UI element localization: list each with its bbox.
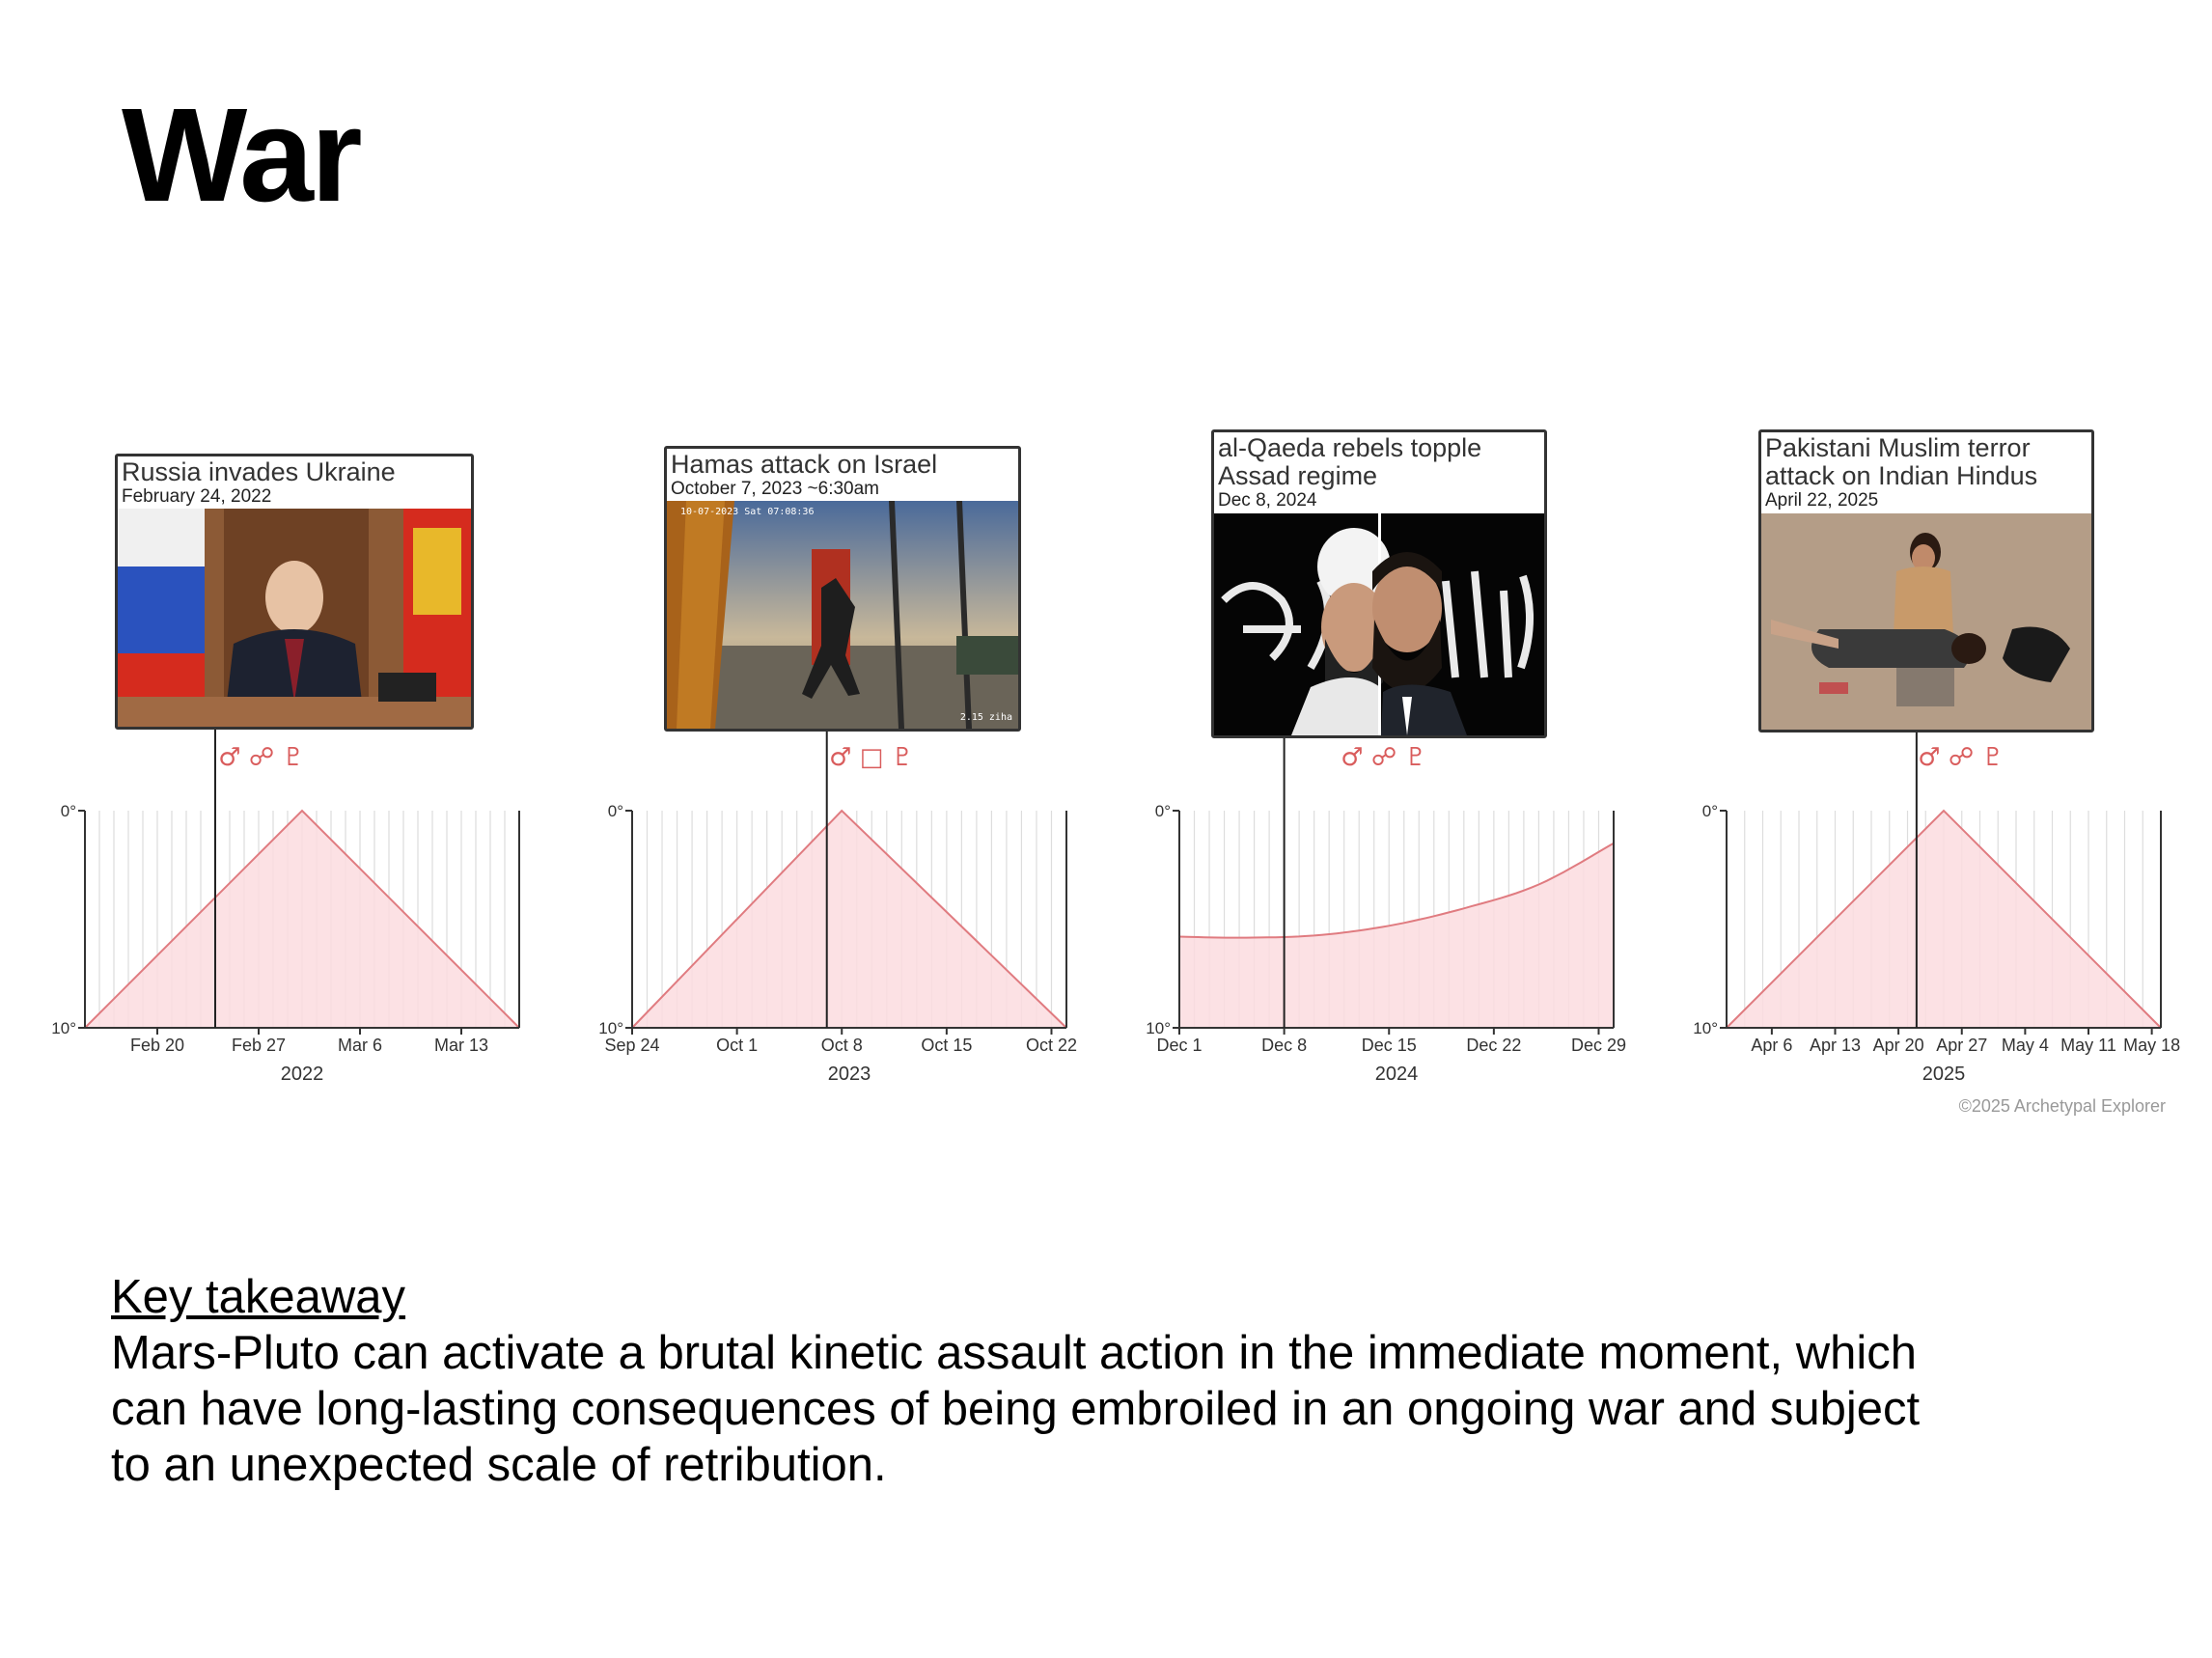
x-tick-label: Apr 27 — [1936, 1036, 1987, 1055]
event-photo — [118, 509, 471, 727]
event-photo — [1761, 513, 2091, 730]
x-tick-label: May 18 — [2123, 1036, 2180, 1055]
key-takeaway: Key takeaway Mars-Pluto can activate a b… — [111, 1269, 2138, 1493]
chart-panel-ukraine: 0° 10° Feb 20 Feb 27 Mar 6 Mar 13 2022 Russia … — [46, 425, 596, 1100]
x-tick-label: Sep 24 — [604, 1036, 659, 1055]
x-tick-label: Mar 13 — [434, 1036, 488, 1055]
x-tick-label: Oct 22 — [1026, 1036, 1077, 1055]
event-title: Russia invades Ukraine — [122, 457, 396, 486]
y-tick-label: 10° — [1693, 1019, 1718, 1037]
x-tick-label: Apr 6 — [1751, 1036, 1792, 1055]
event-date: April 22, 2025 — [1765, 490, 1879, 511]
x-tick-label: Dec 29 — [1571, 1036, 1626, 1055]
x-tick-label: Dec 8 — [1261, 1036, 1307, 1055]
x-tick-label: Oct 15 — [921, 1036, 972, 1055]
chart-panel-israel: 0° 10° Sep 24 Oct 1 Oct 8 Oct 15 Oct 22 2023 Ha… — [594, 425, 1144, 1100]
y-tick-label: 10° — [598, 1019, 623, 1037]
aspect-area — [1179, 843, 1614, 1028]
x-tick-label: Feb 27 — [232, 1036, 286, 1055]
aspect-chart-kashmir: 0° 10° Apr 6 Apr 13 Apr 20 Apr 27 May 4 May 11 M… — [1693, 724, 2180, 1085]
aspect-chart-ukraine: 0° 10° Feb 20 Feb 27 Mar 6 Mar 13 2022 — [51, 724, 520, 1085]
aspect-chart-israel: 0° 10°Sep 24 Oct 1 Oct 8 Oct 15 Oct 22 2023 — [598, 724, 1077, 1085]
event-card-kashmir[interactable]: Pakistani Muslim terror attack on Indian… — [1758, 429, 2094, 732]
x-tick-label: May 11 — [2060, 1036, 2116, 1055]
aspect-area — [632, 811, 1066, 1028]
x-tick-label: Feb 20 — [130, 1036, 184, 1055]
y-tick-label: 0° — [1702, 802, 1718, 820]
event-date: Dec 8, 2024 — [1218, 490, 1317, 511]
x-tick-label: Oct 8 — [821, 1036, 863, 1055]
chart-panel-kashmir: 0° 10° Apr 6 Apr 13 Apr 20 Apr 27 May 4 May 11 M… — [1688, 425, 2212, 1100]
x-tick-label: Oct 1 — [716, 1036, 758, 1055]
event-title: Pakistani Muslim terror attack on Indian… — [1765, 433, 2038, 490]
takeaway-heading: Key takeaway — [111, 1271, 406, 1323]
takeaway-body: Mars-Pluto can activate a brutal kinetic… — [111, 1327, 1921, 1491]
x-tick-label: Mar 6 — [338, 1036, 382, 1055]
aspect-area — [1727, 811, 2161, 1028]
event-card-ukraine[interactable]: Russia invades Ukraine February 24, 2022 — [115, 454, 474, 730]
camera-timestamp: 10-07-2023 Sat 07:08:36 — [680, 507, 815, 517]
x-tick-label: May 4 — [2002, 1036, 2049, 1055]
event-title: Hamas attack on Israel — [671, 450, 938, 479]
aspect-symbols: ♂ ☍ ♇ — [218, 743, 305, 772]
event-date: February 24, 2022 — [122, 486, 272, 507]
aspect-line — [84, 809, 520, 1029]
event-date: October 7, 2023 ~6:30am — [671, 479, 880, 499]
aspect-symbols: ♂ ☍ ♇ — [1918, 743, 2005, 772]
camera-caption: 2.15 ziha — [959, 712, 1012, 723]
event-photo — [1214, 513, 1544, 735]
event-card-israel[interactable]: Hamas attack on Israel October 7, 2023 ~… — [664, 446, 1021, 732]
y-tick-label: 0° — [608, 802, 623, 820]
event-photo: 10-07-2023 Sat 07:08:36 2.15 ziha — [667, 501, 1018, 729]
event-card-syria[interactable]: al-Qaeda rebels topple Assad regime Dec … — [1211, 429, 1547, 738]
chart-panel-syria: 0° 10° Dec 1 Dec 8 Dec 15 Dec 22 Dec 29 2024 al… — [1141, 425, 1691, 1100]
y-tick-label: 10° — [51, 1019, 76, 1037]
x-tick-label: Dec 15 — [1362, 1036, 1417, 1055]
x-tick-label: Apr 13 — [1810, 1036, 1861, 1055]
copyright-notice: ©2025 Archetypal Explorer — [1958, 1096, 2166, 1116]
event-title: al-Qaeda rebels topple Assad regime — [1218, 433, 1482, 490]
y-tick-label: 0° — [1155, 802, 1171, 820]
aspect-symbols: ♂ ☍ ♇ — [1341, 743, 1427, 772]
y-tick-label: 0° — [61, 802, 76, 820]
x-tick-label: Apr 20 — [1873, 1036, 1924, 1055]
aspect-line — [1726, 809, 2162, 1029]
x-tick-label: Dec 22 — [1466, 1036, 1521, 1055]
year-label: 2023 — [828, 1064, 871, 1085]
y-tick-label: 10° — [1146, 1019, 1171, 1037]
year-label: 2025 — [1922, 1064, 1966, 1085]
aspect-symbols: ♂ □ ♇ — [829, 743, 914, 772]
aspect-area — [85, 811, 519, 1028]
aspect-line — [1178, 842, 1615, 939]
year-label: 2022 — [281, 1064, 324, 1085]
aspect-line — [631, 809, 1067, 1029]
page-title: War — [122, 81, 363, 230]
aspect-chart-syria: 0° 10°Dec 1 Dec 8 Dec 15 Dec 22 Dec 29 2024 — [1146, 724, 1626, 1085]
x-tick-label: Dec 1 — [1156, 1036, 1202, 1055]
year-label: 2024 — [1375, 1064, 1419, 1085]
